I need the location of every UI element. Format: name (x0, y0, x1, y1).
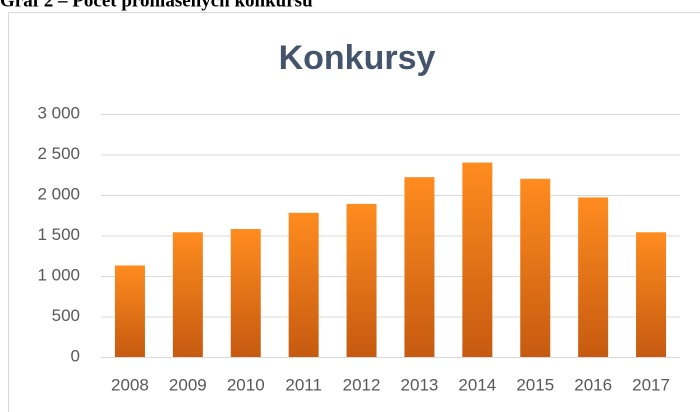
y-tick-label: 3 000 (37, 103, 80, 122)
caption: Graf 2 – Počet prohlášených konkursů (0, 0, 313, 11)
y-tick-label: 0 (71, 346, 80, 365)
x-tick-label: 2008 (111, 375, 149, 394)
x-tick-label: 2015 (516, 375, 554, 394)
x-tick-label: 2016 (574, 375, 612, 394)
bar (636, 232, 667, 357)
bar (578, 197, 609, 357)
bar (114, 265, 145, 357)
y-tick-label: 2 500 (37, 144, 80, 163)
x-tick-label: 2011 (285, 375, 322, 394)
bar (462, 162, 493, 357)
bar (230, 229, 261, 357)
x-tick-label: 2017 (632, 375, 670, 394)
x-tick-label: 2014 (458, 375, 496, 394)
y-tick-label: 1 000 (37, 265, 80, 284)
x-tick-label: 2012 (343, 375, 381, 394)
chart-title: Konkursy (279, 39, 436, 77)
y-tick-label: 1 500 (37, 225, 80, 244)
x-tick-label: 2010 (227, 375, 265, 394)
bar (346, 203, 377, 357)
y-tick-label: 500 (52, 306, 80, 325)
bar (520, 178, 551, 357)
bar (288, 212, 319, 357)
bar (172, 232, 203, 357)
bar (404, 177, 435, 357)
y-tick-label: 2 000 (37, 184, 80, 203)
x-tick-label: 2013 (401, 375, 439, 394)
x-tick-label: 2009 (169, 375, 207, 394)
